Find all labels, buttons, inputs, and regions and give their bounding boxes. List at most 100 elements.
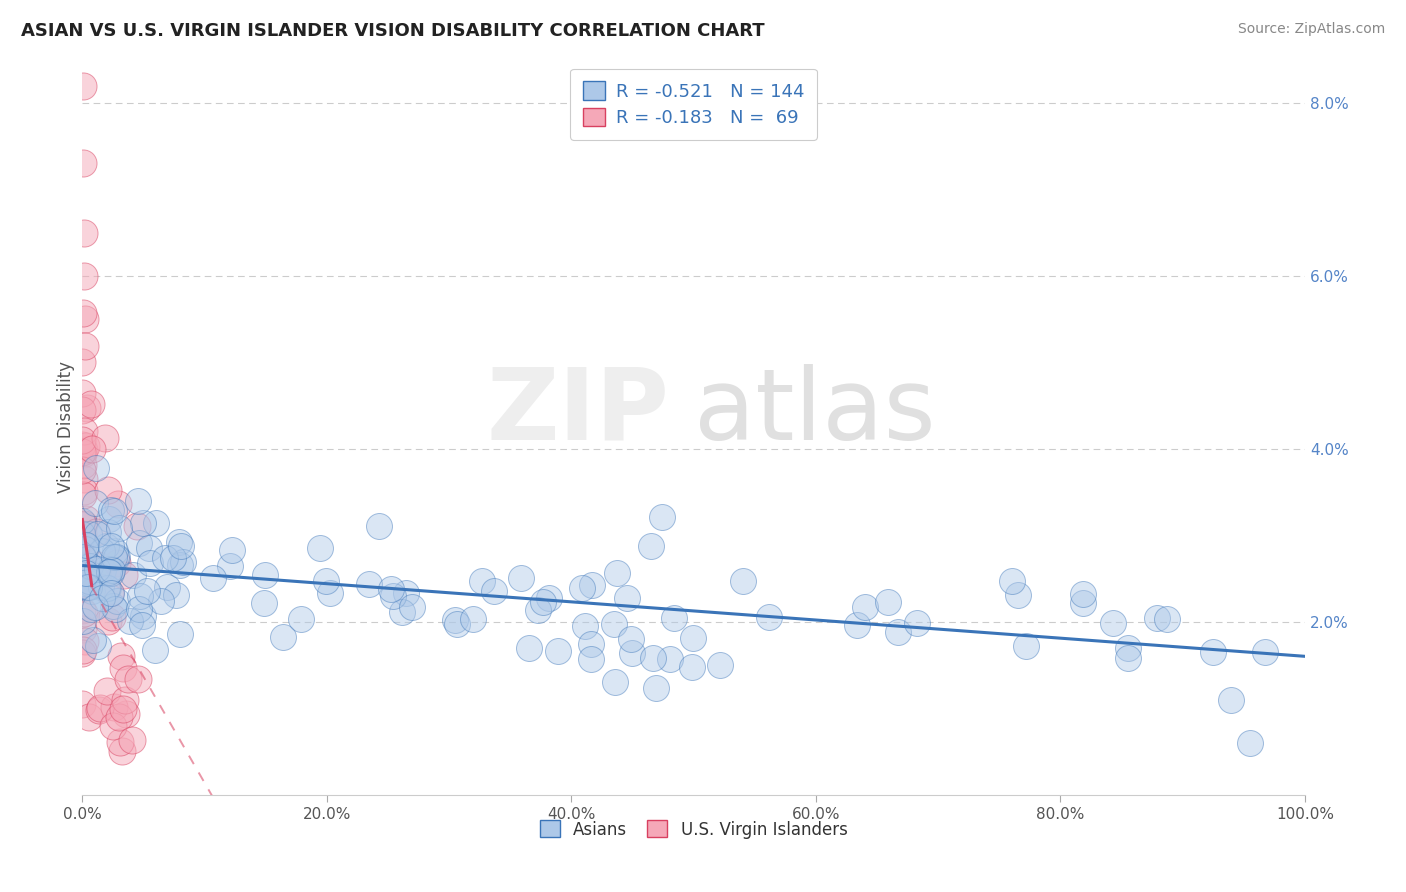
Point: [1071, 586, 1094, 600]
Point: [1239, 736, 1261, 750]
Point: [401, 599, 423, 614]
Point: [117, 672, 139, 686]
Point: [1202, 645, 1225, 659]
Point: [219, 558, 242, 573]
Point: [73, 606, 96, 620]
Point: [101, 610, 124, 624]
Point: [97, 524, 120, 539]
Point: [125, 519, 148, 533]
Point: [84, 599, 107, 614]
Point: [128, 536, 150, 550]
Point: [73, 443, 96, 458]
Point: [758, 610, 780, 624]
Point: [108, 735, 131, 749]
Point: [97, 581, 120, 595]
Point: [72, 603, 94, 617]
Point: [103, 503, 125, 517]
Point: [77, 526, 100, 541]
Point: [114, 707, 136, 722]
Point: [221, 542, 243, 557]
Point: [121, 733, 143, 747]
Point: [72, 386, 94, 401]
Point: [75, 566, 97, 580]
Point: [100, 502, 122, 516]
Point: [1015, 639, 1038, 653]
Point: [72, 156, 94, 170]
Point: [463, 612, 485, 626]
Point: [73, 541, 96, 556]
Point: [80, 602, 103, 616]
Point: [72, 226, 94, 240]
Point: [621, 646, 644, 660]
Point: [73, 339, 96, 353]
Point: [359, 577, 381, 591]
Point: [139, 556, 162, 570]
Point: [581, 578, 603, 592]
Point: [103, 550, 125, 565]
Point: [531, 595, 554, 609]
Point: [90, 591, 112, 606]
Point: [104, 549, 127, 564]
Point: [84, 524, 107, 539]
Point: [77, 559, 100, 574]
Point: [547, 643, 569, 657]
Point: [905, 615, 928, 630]
Point: [273, 630, 295, 644]
Point: [72, 433, 94, 447]
Point: [94, 431, 117, 445]
Point: [253, 567, 276, 582]
Point: [1102, 616, 1125, 631]
Point: [167, 535, 190, 549]
Text: atlas: atlas: [693, 364, 935, 461]
Point: [97, 483, 120, 497]
Point: [290, 612, 312, 626]
Point: [127, 672, 149, 686]
Point: [111, 660, 134, 674]
Point: [72, 444, 94, 458]
Point: [72, 647, 94, 661]
Point: [72, 576, 94, 591]
Point: [122, 568, 145, 582]
Point: [75, 511, 97, 525]
Text: Source: ZipAtlas.com: Source: ZipAtlas.com: [1237, 22, 1385, 37]
Point: [72, 514, 94, 528]
Point: [72, 614, 94, 628]
Point: [395, 586, 418, 600]
Point: [72, 527, 94, 541]
Point: [132, 609, 155, 624]
Point: [110, 648, 132, 663]
Point: [72, 447, 94, 461]
Point: [72, 518, 94, 533]
Point: [602, 617, 624, 632]
Point: [101, 563, 124, 577]
Point: [72, 355, 94, 369]
Point: [170, 539, 193, 553]
Point: [651, 510, 673, 524]
Point: [97, 614, 120, 628]
Text: ASIAN VS U.S. VIRGIN ISLANDER VISION DISABILITY CORRELATION CHART: ASIAN VS U.S. VIRGIN ISLANDER VISION DIS…: [21, 22, 765, 40]
Point: [138, 541, 160, 556]
Point: [153, 551, 176, 566]
Point: [72, 533, 94, 547]
Point: [100, 539, 122, 553]
Point: [681, 660, 703, 674]
Point: [380, 582, 402, 596]
Point: [72, 463, 94, 477]
Point: [73, 633, 96, 648]
Point: [1007, 588, 1029, 602]
Point: [72, 483, 94, 498]
Point: [446, 616, 468, 631]
Point: [72, 643, 94, 657]
Point: [84, 496, 107, 510]
Point: [87, 558, 110, 572]
Point: [127, 494, 149, 508]
Point: [309, 541, 332, 556]
Point: [574, 618, 596, 632]
Point: [91, 543, 114, 558]
Point: [571, 581, 593, 595]
Point: [616, 591, 638, 605]
Point: [641, 651, 664, 665]
Point: [77, 709, 100, 723]
Point: [86, 527, 108, 541]
Point: [709, 658, 731, 673]
